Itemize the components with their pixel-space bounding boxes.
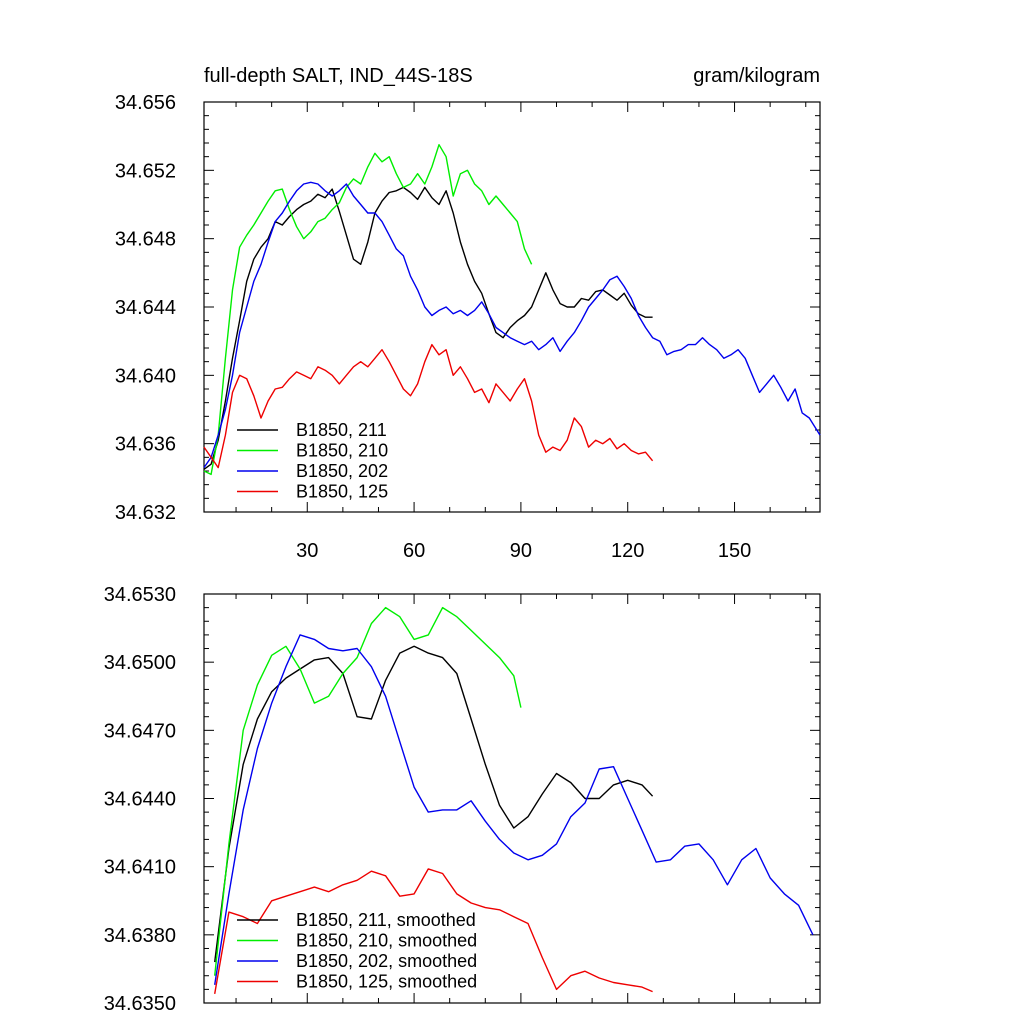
x-tick-label: 90 [510, 540, 532, 562]
x-tick-label: 150 [718, 540, 751, 562]
y-tick-label: 34.6350 [104, 993, 176, 1015]
y-tick-label: 34.648 [115, 229, 176, 251]
series-line-3 [214, 634, 814, 985]
top-chart: 30 60 90 120 150 34.656 34.652 34.648 34.644 34.6… [115, 92, 821, 562]
bottom-chart: 34.6530 34.6500 34.6470 34.6440 34.6410 34.63… [104, 584, 821, 1015]
series-line-1 [203, 186, 653, 470]
y-tick-label: 34.6380 [104, 925, 176, 947]
series-line-4 [203, 343, 654, 469]
series-line-3 [203, 181, 821, 468]
y-tick-label: 34.644 [115, 297, 176, 319]
y-tick-label: 34.6440 [104, 789, 176, 811]
legend-label: B1850, 125 [296, 482, 388, 502]
y-tick-label: 34.652 [115, 160, 176, 182]
legend-label: B1850, 210, smoothed [296, 931, 477, 951]
legend-label: B1850, 202 [296, 461, 388, 481]
legend-label: B1850, 210 [296, 441, 388, 461]
x-tick-label: 60 [403, 540, 425, 562]
y-tick-label: 34.6500 [104, 652, 176, 674]
series-line-2 [214, 606, 522, 976]
chart-title: full-depth SALT, IND_44S-18S [204, 65, 473, 87]
legend-label: B1850, 211 [296, 420, 387, 440]
y-tick-label: 34.6410 [104, 857, 176, 879]
series-line-2 [203, 143, 533, 476]
y-tick-label: 34.6530 [104, 584, 176, 606]
y-tick-label: 34.632 [115, 502, 176, 524]
y-tick-label: 34.640 [115, 365, 176, 387]
y-tick-label: 34.6470 [104, 720, 176, 742]
x-tick-label: 120 [611, 540, 644, 562]
legend-label: B1850, 125, smoothed [296, 972, 477, 992]
legend-label: B1850, 202, smoothed [296, 951, 477, 971]
series-line-1 [214, 645, 654, 963]
units-label: gram/kilogram [693, 65, 820, 87]
y-tick-label: 34.636 [115, 434, 176, 456]
x-tick-label: 30 [296, 540, 318, 562]
legend-label: B1850, 211, smoothed [296, 910, 476, 930]
y-tick-label: 34.656 [115, 92, 176, 114]
series-line-4 [214, 868, 653, 995]
